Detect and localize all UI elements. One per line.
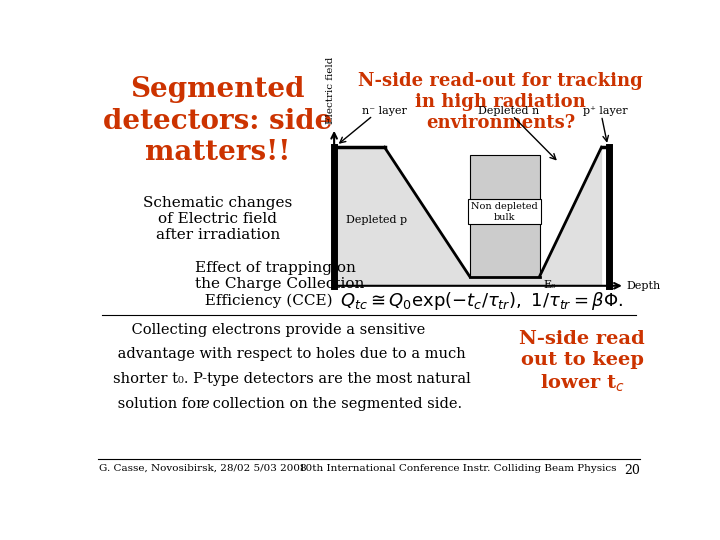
Polygon shape	[334, 147, 601, 286]
Text: E₀: E₀	[544, 280, 556, 290]
Text: Schematic changes
of Electric field
after irradiation: Schematic changes of Electric field afte…	[143, 195, 292, 242]
Text: $Q_{tc} \cong Q_0\exp(-t_c/\tau_{tr}),\ 1/\tau_{tr} = \beta\Phi.$: $Q_{tc} \cong Q_0\exp(-t_c/\tau_{tr}),\ …	[340, 291, 623, 313]
Text: N-side read
out to keep
lower t$_c$: N-side read out to keep lower t$_c$	[519, 330, 645, 394]
Text: Non depleted
bulk: Non depleted bulk	[472, 202, 538, 221]
Text: Effect of trapping on
the Charge Collection
  Efficiency (CCE): Effect of trapping on the Charge Collect…	[194, 261, 364, 308]
Text: Depleted n: Depleted n	[478, 106, 539, 116]
Text: p⁺ layer: p⁺ layer	[583, 106, 628, 116]
Text: G. Casse, Novosibirsk, 28/02 5/03 2008: G. Casse, Novosibirsk, 28/02 5/03 2008	[99, 464, 307, 472]
Text: Electric field: Electric field	[325, 57, 335, 124]
Text: collection on the segmented side.: collection on the segmented side.	[208, 397, 462, 410]
Text: n⁻ layer: n⁻ layer	[362, 106, 407, 116]
Text: solution for: solution for	[113, 397, 208, 410]
Text: N-side read-out for tracking
in high radiation
environments?: N-side read-out for tracking in high rad…	[359, 72, 643, 132]
Text: Depth: Depth	[626, 281, 660, 291]
Text: 10th International Conference Instr. Colliding Beam Physics: 10th International Conference Instr. Col…	[300, 464, 617, 472]
Text: 20: 20	[624, 464, 640, 477]
Text: Collecting electrons provide a sensitive: Collecting electrons provide a sensitive	[113, 323, 426, 337]
Text: Segmented
detectors: side
matters!!: Segmented detectors: side matters!!	[103, 76, 333, 166]
Text: e: e	[200, 397, 209, 410]
Text: Depleted p: Depleted p	[346, 215, 408, 225]
Text: shorter t₀. P-type detectors are the most natural: shorter t₀. P-type detectors are the mos…	[113, 372, 471, 386]
Bar	[469, 155, 539, 276]
Text: advantage with respect to holes due to a much: advantage with respect to holes due to a…	[113, 347, 466, 361]
